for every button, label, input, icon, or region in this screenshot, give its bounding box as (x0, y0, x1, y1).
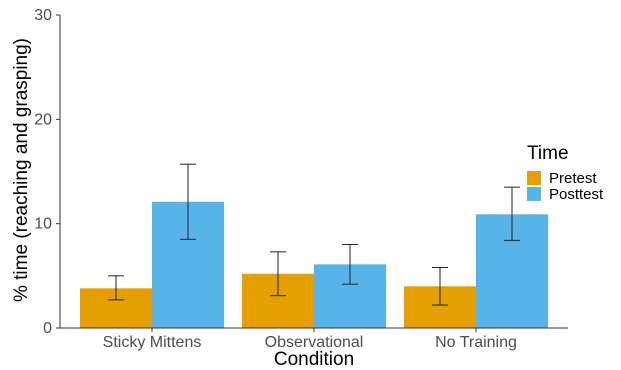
legend-key-pretest (527, 171, 541, 185)
legend-title: Time (527, 143, 569, 164)
y-tick-label: 20 (34, 111, 52, 128)
axes: 0 10 20 30 Sticky Mittens Observational No Tra… (34, 7, 568, 351)
legend-label: Pretest (549, 170, 597, 187)
x-tick-label: No Training (435, 334, 517, 351)
legend-label: Posttest (549, 186, 604, 203)
y-tick-label: 30 (34, 7, 52, 24)
x-tick-label: Observational (265, 334, 364, 351)
y-tick-label: 0 (43, 320, 52, 337)
y-tick-label: 10 (34, 216, 52, 233)
x-axis-title: Condition (274, 349, 354, 370)
y-axis-title: % time (reaching and grasping) (11, 38, 32, 302)
plot-area (80, 163, 548, 328)
legend-key-posttest (527, 187, 541, 201)
x-tick-label: Sticky Mittens (103, 334, 202, 351)
